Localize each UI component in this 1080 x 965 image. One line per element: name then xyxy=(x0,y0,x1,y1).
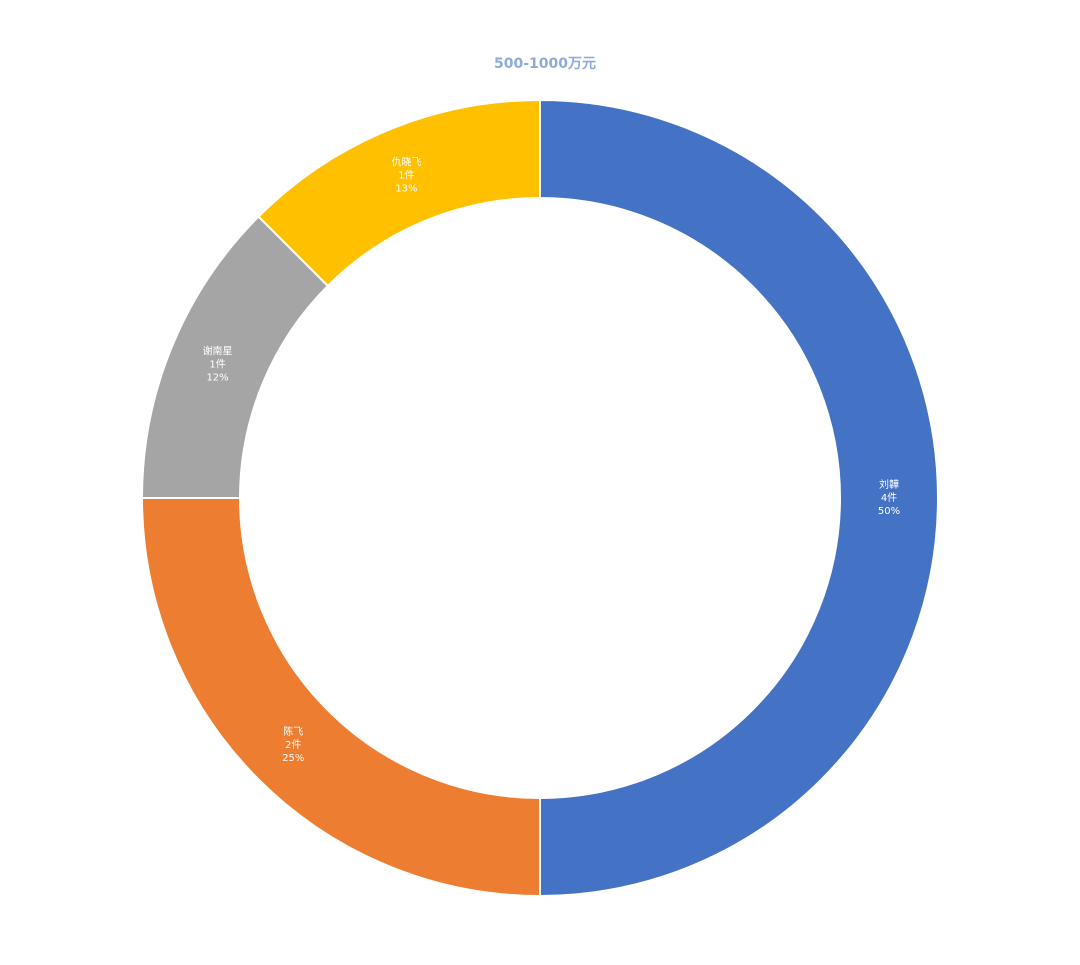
slice-percent: 25% xyxy=(282,753,304,764)
donut-slice xyxy=(257,98,541,288)
slice-value: 1件 xyxy=(398,170,414,182)
slice-name: 陈飞 xyxy=(283,725,303,738)
slice-value: 2件 xyxy=(285,739,301,751)
slice-percent: 12% xyxy=(206,372,228,383)
slice-value: 1件 xyxy=(209,358,225,370)
slice-name: 谢南星 xyxy=(203,344,233,357)
slice-value: 4件 xyxy=(881,492,897,504)
donut-slice xyxy=(539,98,939,898)
donut-slice xyxy=(140,497,541,898)
slice-name: 刘韡 xyxy=(879,479,899,491)
slice-name: 仇晓飞 xyxy=(391,156,421,169)
chart-title: 500-1000万元 xyxy=(494,56,596,72)
slice-percent: 50% xyxy=(878,506,900,517)
slice-percent: 13% xyxy=(395,184,417,195)
